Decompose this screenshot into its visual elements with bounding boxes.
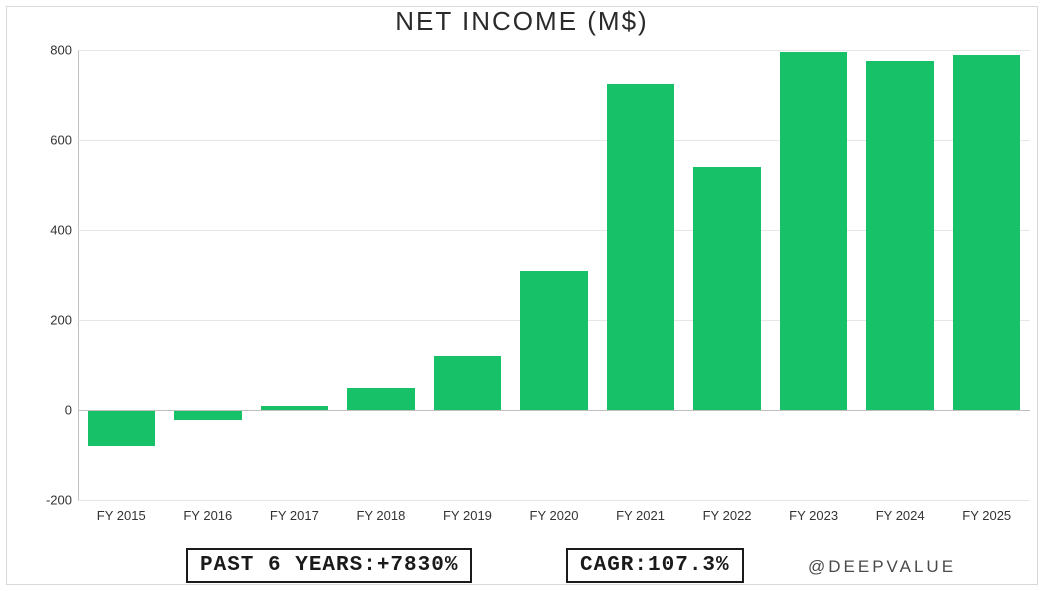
zero-baseline [78, 410, 1030, 411]
y-tick-label: 600 [24, 133, 72, 148]
x-tick-label: FY 2021 [616, 508, 665, 523]
x-tick-label: FY 2015 [97, 508, 146, 523]
bar [693, 167, 761, 410]
bar [520, 271, 588, 411]
plot-area [78, 50, 1030, 500]
bar [347, 388, 415, 410]
bar [953, 55, 1021, 411]
grid-line [78, 50, 1030, 51]
x-tick-label: FY 2024 [876, 508, 925, 523]
chart-footer: PAST 6 YEARS:+7830% CAGR:107.3% @DEEPVAL… [0, 545, 1044, 585]
y-tick-label: 0 [24, 403, 72, 418]
x-tick-label: FY 2020 [530, 508, 579, 523]
bar [607, 84, 675, 410]
bar [866, 61, 934, 410]
x-tick-label: FY 2022 [703, 508, 752, 523]
bar [88, 410, 156, 446]
x-tick-label: FY 2019 [443, 508, 492, 523]
chart-title: NET INCOME (M$) [0, 6, 1044, 37]
y-tick-label: 800 [24, 43, 72, 58]
x-tick-label: FY 2017 [270, 508, 319, 523]
x-tick-label: FY 2023 [789, 508, 838, 523]
bar [174, 410, 242, 420]
stat-box-cagr: CAGR:107.3% [566, 548, 744, 583]
y-tick-label: 400 [24, 223, 72, 238]
y-axis [78, 50, 79, 500]
bar [434, 356, 502, 410]
x-tick-label: FY 2025 [962, 508, 1011, 523]
x-tick-label: FY 2018 [356, 508, 405, 523]
grid-line [78, 500, 1030, 501]
y-tick-label: 200 [24, 313, 72, 328]
stat-box-past-years: PAST 6 YEARS:+7830% [186, 548, 472, 583]
attribution: @DEEPVALUE [808, 557, 956, 577]
y-tick-label: -200 [24, 493, 72, 508]
bar [780, 52, 848, 410]
x-tick-label: FY 2016 [183, 508, 232, 523]
